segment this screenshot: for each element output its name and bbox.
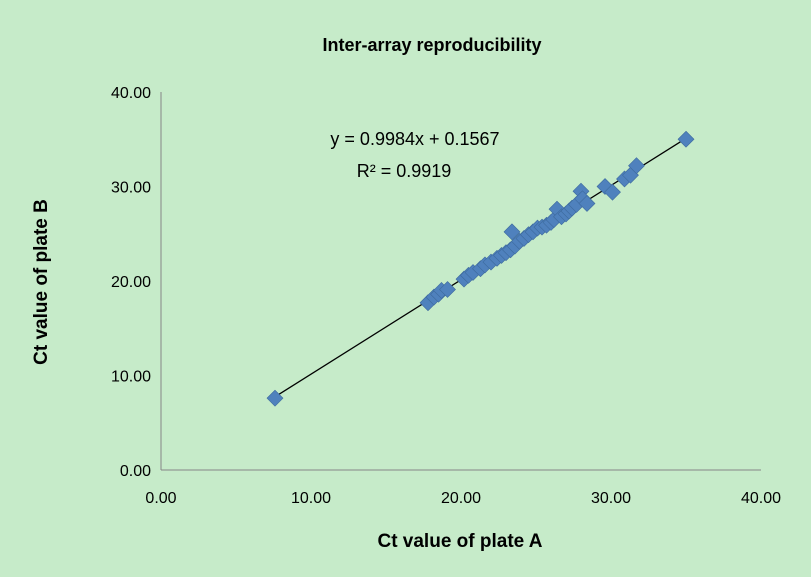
trendline-equation: y = 0.9984x + 0.1567 — [330, 129, 499, 149]
data-points — [266, 130, 695, 407]
x-tick-label: 20.00 — [441, 490, 481, 507]
x-tick-label: 0.00 — [145, 490, 176, 507]
trendline-r-squared: R² = 0.9919 — [357, 161, 452, 181]
data-point — [503, 223, 521, 241]
y-tick-label: 0.00 — [120, 463, 151, 480]
data-point — [266, 389, 284, 407]
y-tick-label: 40.00 — [111, 85, 151, 102]
y-axis-title: Ct value of plate B — [31, 199, 52, 365]
data-point — [677, 130, 695, 148]
x-tick-label: 10.00 — [291, 490, 331, 507]
y-tick-label: 20.00 — [111, 274, 151, 291]
chart-title: Inter-array reproducibility — [322, 35, 541, 55]
data-point — [578, 195, 596, 212]
data-point — [628, 157, 645, 175]
data-point — [439, 281, 456, 298]
x-axis-title: Ct value of plate A — [377, 531, 542, 552]
y-tick-label: 30.00 — [111, 180, 151, 197]
x-tick-label: 30.00 — [591, 490, 631, 507]
x-axis-ticks: 0.00 10.00 20.00 30.00 40.00 — [145, 490, 781, 507]
y-tick-label: 10.00 — [111, 369, 151, 386]
x-tick-label: 40.00 — [741, 490, 781, 507]
data-point — [604, 183, 621, 201]
y-axis-ticks: 0.00 10.00 20.00 30.00 40.00 — [111, 85, 151, 480]
